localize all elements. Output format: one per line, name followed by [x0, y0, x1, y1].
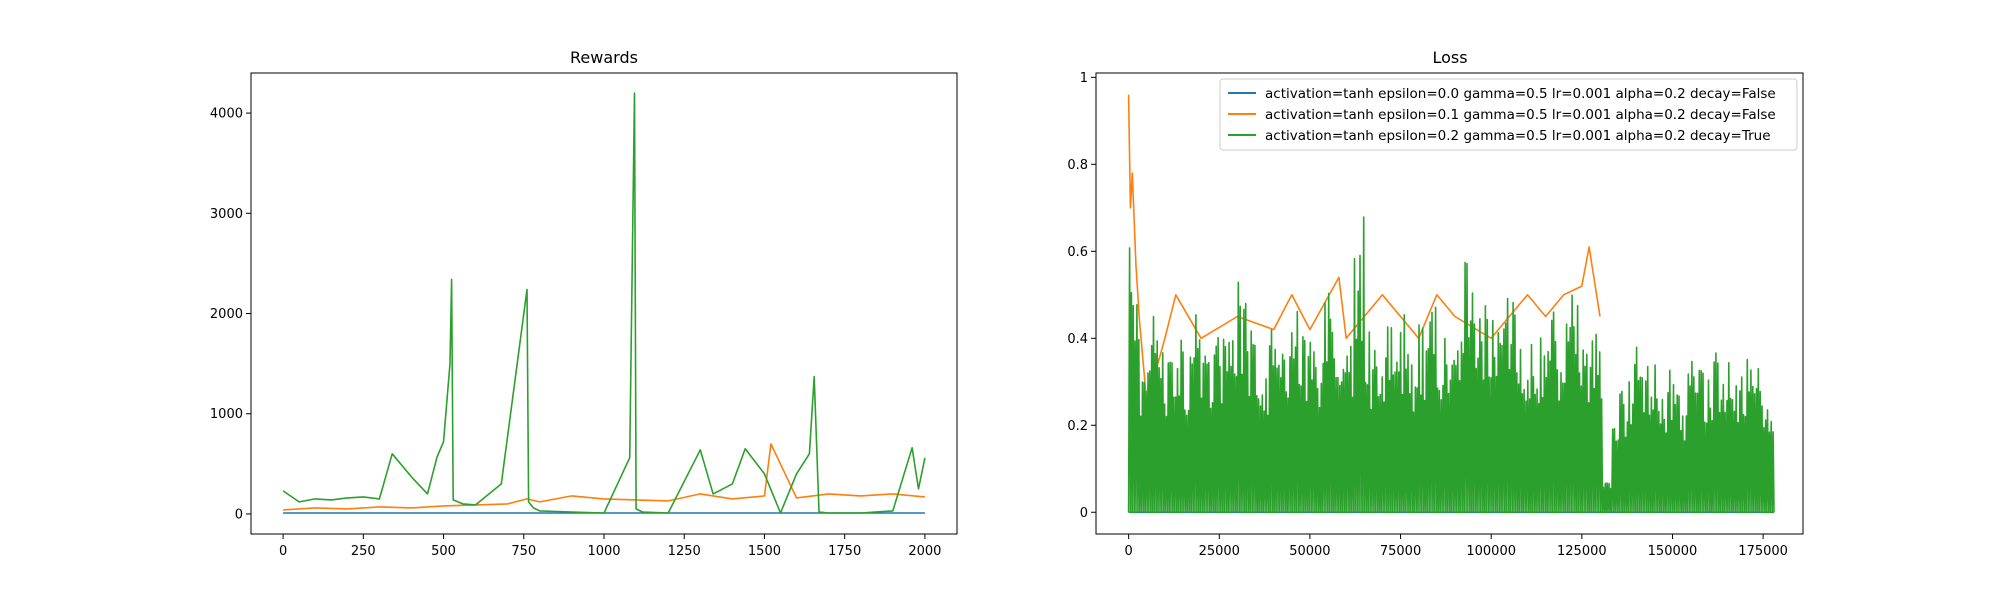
legend-label: activation=tanh epsilon=0.2 gamma=0.5 lr… [1265, 128, 1771, 144]
loss-y-axis: 0 0.2 0.4 0.6 0.8 1 [1067, 71, 1096, 521]
x-tick-label: 500 [431, 544, 456, 559]
rewards-y-axis: 0 1000 2000 3000 4000 [210, 107, 251, 522]
rewards-x-axis: 0 250 500 750 1000 1250 1500 1750 2000 [279, 534, 941, 559]
legend-label: activation=tanh epsilon=0.0 gamma=0.5 lr… [1265, 86, 1776, 102]
y-tick-label: 0.6 [1067, 245, 1088, 260]
y-tick-label: 0 [235, 507, 243, 522]
rewards-chart: Rewards 0 250 500 750 1000 1250 1500 1750 2000 0… [210, 48, 958, 559]
y-tick-label: 0 [1080, 506, 1088, 521]
series-line [282, 92, 926, 514]
y-tick-label: 1 [1080, 71, 1088, 86]
x-tick-label: 1750 [828, 544, 861, 559]
x-tick-label: 1250 [668, 544, 701, 559]
series-line [1127, 94, 1601, 405]
series-line [283, 443, 925, 511]
x-tick-label: 150000 [1648, 544, 1698, 559]
loss-plot-frame [1095, 72, 1804, 535]
loss-legend: activation=tanh epsilon=0.0 gamma=0.5 lr… [1219, 78, 1798, 151]
x-tick-label: 2000 [908, 544, 941, 559]
x-tick-label: 100000 [1466, 544, 1516, 559]
x-tick-label: 750 [511, 544, 536, 559]
legend-box [1219, 78, 1798, 151]
x-tick-label: 0 [279, 544, 287, 559]
x-tick-label: 250 [351, 544, 376, 559]
x-tick-label: 50000 [1289, 544, 1330, 559]
rewards-plot-frame [250, 72, 958, 535]
x-tick-label: 75000 [1380, 544, 1421, 559]
y-tick-label: 0.8 [1067, 158, 1088, 173]
legend-label: activation=tanh epsilon=0.1 gamma=0.5 lr… [1265, 107, 1776, 123]
y-tick-label: 3000 [210, 207, 243, 222]
loss-x-axis: 0 25000 50000 75000 100000 125000 150000 175000 [1124, 534, 1788, 559]
loss-chart-title: Loss [1432, 48, 1467, 67]
y-tick-label: 1000 [210, 407, 243, 422]
x-tick-label: 125000 [1557, 544, 1607, 559]
y-tick-label: 4000 [210, 107, 243, 122]
rewards-chart-title: Rewards [570, 48, 638, 67]
y-tick-label: 2000 [210, 307, 243, 322]
rewards-series-group [282, 92, 926, 514]
y-tick-label: 0.4 [1067, 332, 1088, 347]
x-tick-label: 25000 [1199, 544, 1240, 559]
x-tick-label: 175000 [1738, 544, 1788, 559]
y-tick-label: 0.2 [1067, 419, 1088, 434]
series-line [1127, 216, 1775, 514]
loss-series-group [1127, 94, 1775, 514]
x-tick-label: 0 [1124, 544, 1132, 559]
loss-chart: Loss 0 25000 50000 75000 100000 125000 150000 1… [1067, 48, 1804, 559]
x-tick-label: 1500 [748, 544, 781, 559]
x-tick-label: 1000 [587, 544, 620, 559]
